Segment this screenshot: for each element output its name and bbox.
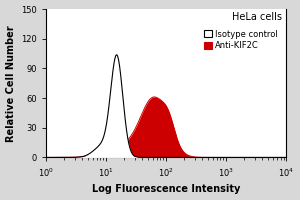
Legend: Isotype control, Anti-KIF2C: Isotype control, Anti-KIF2C <box>202 28 280 52</box>
Text: HeLa cells: HeLa cells <box>232 12 282 22</box>
X-axis label: Log Fluorescence Intensity: Log Fluorescence Intensity <box>92 184 240 194</box>
Y-axis label: Relative Cell Number: Relative Cell Number <box>6 25 16 142</box>
